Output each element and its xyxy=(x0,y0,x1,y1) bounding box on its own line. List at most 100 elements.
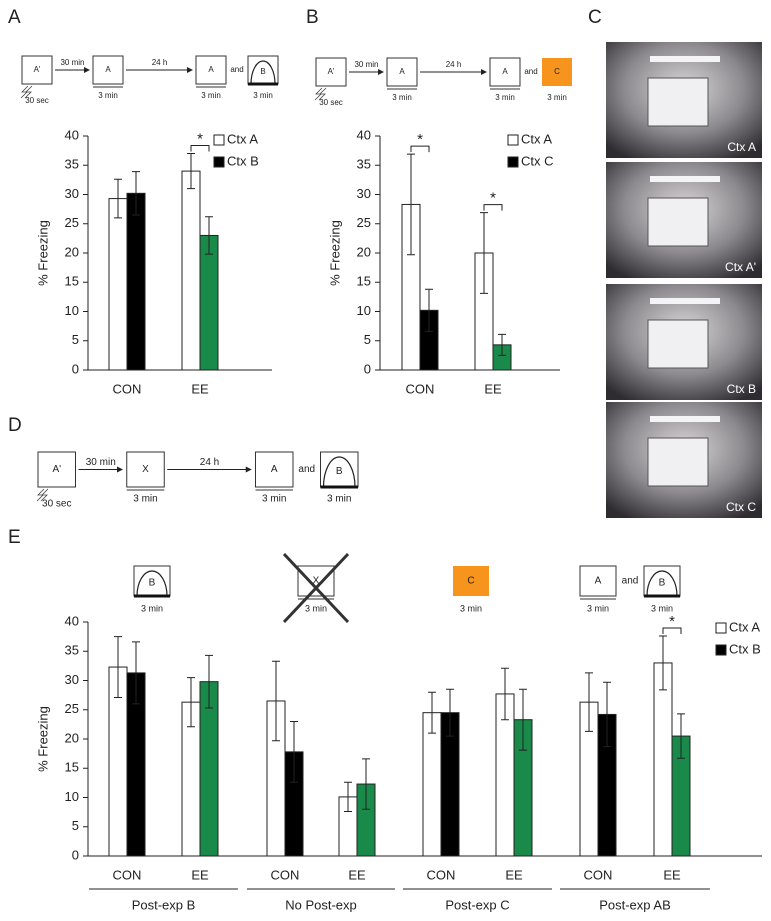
y-tick-label: 5 xyxy=(72,818,79,833)
duration: 3 min xyxy=(253,91,273,100)
error-bar xyxy=(407,153,415,256)
significance-label: * xyxy=(417,131,423,148)
y-tick-label: 35 xyxy=(65,157,79,172)
significance-bracket xyxy=(190,145,210,152)
x-tick-label: EE xyxy=(191,867,209,882)
error-bar xyxy=(603,681,611,748)
photo-label: Ctx C xyxy=(726,500,756,514)
legend-label: Ctx B xyxy=(729,641,761,656)
dome xyxy=(322,456,356,488)
legend-swatch xyxy=(213,156,225,168)
arrow-head xyxy=(245,466,252,473)
box-label: A xyxy=(595,576,602,587)
context-box xyxy=(255,451,294,488)
error-bar xyxy=(428,691,436,734)
photo-screen xyxy=(647,437,709,487)
context-box xyxy=(92,55,124,85)
dome xyxy=(646,570,678,597)
x-tick-label: CON xyxy=(271,867,300,882)
box-label: C xyxy=(467,576,474,587)
y-tick-label: 15 xyxy=(65,274,79,289)
photo-light xyxy=(650,298,720,304)
y-axis-label: % Freezing xyxy=(327,220,342,286)
error-bar xyxy=(132,171,140,216)
error-bar xyxy=(362,758,370,810)
significance-bracket xyxy=(410,145,430,153)
arrow-label: 24 h xyxy=(446,60,462,69)
y-tick-label: 25 xyxy=(357,215,371,230)
photo-screen xyxy=(647,77,709,127)
y-tick-label: 30 xyxy=(65,186,79,201)
context-box xyxy=(21,55,53,85)
x-tick-label: CON xyxy=(113,867,142,882)
error-bar xyxy=(677,713,685,759)
panel-label: A xyxy=(8,7,21,28)
panel-label: D xyxy=(8,415,22,436)
legend-label: Ctx A xyxy=(729,619,760,634)
y-axis-label: % Freezing xyxy=(35,706,50,772)
legend-swatch xyxy=(507,134,519,146)
significance-label: * xyxy=(197,131,203,148)
x-tick-label: EE xyxy=(484,381,502,396)
x-tick-label: EE xyxy=(663,867,681,882)
box-label: B xyxy=(260,67,265,76)
y-tick-label: 20 xyxy=(357,244,371,259)
duration: 3 min xyxy=(460,603,482,613)
legend-label: Ctx A xyxy=(521,131,552,146)
dome xyxy=(250,60,276,85)
y-tick-label: 35 xyxy=(357,157,371,172)
y-tick-label: 25 xyxy=(65,701,79,716)
arrow-head xyxy=(187,67,193,73)
shock-duration: 30 sec xyxy=(319,98,343,107)
box-label: A xyxy=(271,464,278,475)
bar xyxy=(126,192,146,371)
context-box xyxy=(195,55,227,85)
context-box xyxy=(386,57,418,87)
panel-label: E xyxy=(8,527,21,548)
error-bar xyxy=(205,654,213,709)
legend-swatch xyxy=(715,644,727,656)
error-bar xyxy=(659,635,667,691)
x-tick-label: CON xyxy=(406,381,435,396)
x-tick-label: CON xyxy=(113,381,142,396)
x-tick-label: EE xyxy=(505,867,523,882)
arrow-label: 30 min xyxy=(86,457,116,468)
cross xyxy=(282,552,350,624)
error-bar xyxy=(114,636,122,698)
photo-label: Ctx A xyxy=(727,140,756,154)
error-bar xyxy=(290,720,298,783)
panel-label: B xyxy=(306,7,319,28)
joiner: and xyxy=(524,67,537,76)
y-tick-label: 0 xyxy=(72,361,79,376)
context-box xyxy=(315,57,347,87)
duration: 3 min xyxy=(98,91,118,100)
legend-label: Ctx B xyxy=(227,153,259,168)
y-tick-label: 20 xyxy=(65,244,79,259)
error-bar xyxy=(480,212,488,294)
box-label: X xyxy=(142,464,149,475)
box-label: A xyxy=(399,67,405,76)
legend-label: Ctx A xyxy=(227,131,258,146)
duration: 3 min xyxy=(133,494,157,505)
legend-swatch xyxy=(507,156,519,168)
box-label: A xyxy=(105,65,111,74)
photo-screen xyxy=(647,319,709,369)
context-box xyxy=(579,565,617,597)
bar xyxy=(108,198,128,371)
duration: 3 min xyxy=(262,494,286,505)
arrow-label: 24 h xyxy=(200,457,219,468)
bar xyxy=(653,662,673,857)
error-bar xyxy=(272,660,280,742)
x-tick-label: CON xyxy=(427,867,456,882)
box-label: B xyxy=(336,466,343,477)
y-tick-label: 25 xyxy=(65,215,79,230)
y-axis-label: % Freezing xyxy=(35,220,50,286)
photo-light xyxy=(650,416,720,422)
context-box xyxy=(126,451,165,488)
arrow-head xyxy=(378,69,384,75)
shock xyxy=(20,85,33,99)
duration: 3 min xyxy=(651,603,673,613)
error-bar xyxy=(132,641,140,705)
box-label: X xyxy=(313,576,320,587)
bar xyxy=(199,234,219,371)
